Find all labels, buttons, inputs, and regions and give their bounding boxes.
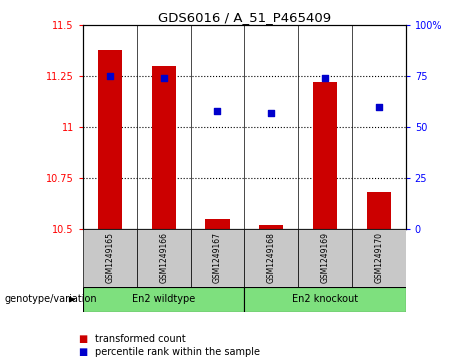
Bar	[298, 229, 352, 287]
Text: En2 knockout: En2 knockout	[292, 294, 358, 305]
Bar	[98, 50, 122, 229]
Text: ■: ■	[78, 347, 88, 357]
Point	[267, 110, 275, 116]
Bar	[137, 229, 190, 287]
Bar	[83, 229, 137, 287]
Bar	[244, 229, 298, 287]
Point	[321, 76, 329, 81]
Text: GSM1249170: GSM1249170	[374, 232, 383, 283]
Bar	[190, 229, 244, 287]
Text: GSM1249168: GSM1249168	[267, 232, 276, 283]
Bar	[83, 287, 244, 312]
Bar	[313, 82, 337, 229]
Bar	[244, 287, 406, 312]
Text: GSM1249165: GSM1249165	[106, 232, 114, 283]
Text: transformed count: transformed count	[95, 334, 185, 344]
Text: GSM1249166: GSM1249166	[159, 232, 168, 283]
Bar	[259, 225, 284, 229]
Point	[214, 108, 221, 114]
Bar	[352, 229, 406, 287]
Text: GSM1249167: GSM1249167	[213, 232, 222, 283]
Bar	[205, 219, 230, 229]
Text: ■: ■	[78, 334, 88, 344]
Text: percentile rank within the sample: percentile rank within the sample	[95, 347, 260, 357]
Point	[160, 76, 167, 81]
Bar	[366, 192, 391, 229]
Text: En2 wildtype: En2 wildtype	[132, 294, 195, 305]
Text: genotype/variation: genotype/variation	[5, 294, 97, 305]
Title: GDS6016 / A_51_P465409: GDS6016 / A_51_P465409	[158, 11, 331, 24]
Point	[375, 104, 383, 110]
Text: GSM1249169: GSM1249169	[320, 232, 330, 283]
Point	[106, 73, 113, 79]
Bar	[152, 66, 176, 229]
